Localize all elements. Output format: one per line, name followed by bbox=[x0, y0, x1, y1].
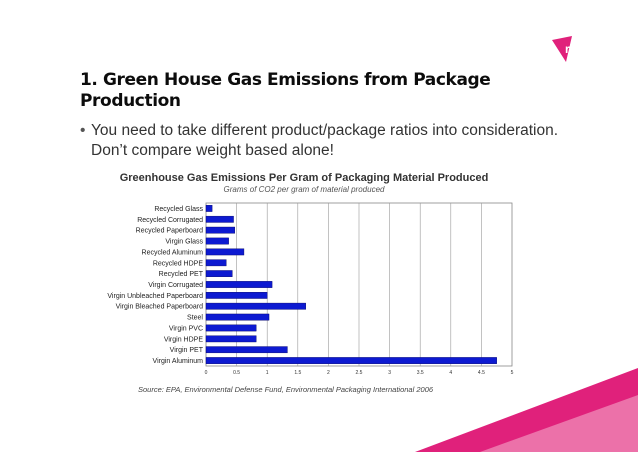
category-label: Virgin Unbleached Paperboard bbox=[107, 293, 203, 300]
bar bbox=[205, 324, 257, 332]
bar bbox=[205, 313, 270, 321]
chart-subtitle: Grams of CO2 per gram of material produc… bbox=[224, 185, 386, 194]
category-label: Virgin HDPE bbox=[164, 336, 203, 343]
bullet-text-line-1: You need to take different product/packa… bbox=[91, 122, 559, 139]
svg-text:rb: rb bbox=[565, 42, 577, 56]
bar bbox=[205, 248, 245, 256]
bar bbox=[205, 215, 234, 223]
x-tick-label: 0.5 bbox=[233, 370, 240, 376]
bar bbox=[205, 205, 213, 212]
slide-title: 1. Green House Gas Emissions from Packag… bbox=[80, 70, 520, 112]
category-label: Virgin Aluminum bbox=[153, 358, 204, 365]
category-label: Virgin Bleached Paperboard bbox=[116, 304, 204, 311]
bar bbox=[205, 270, 233, 277]
x-tick-label: 4.5 bbox=[478, 370, 485, 376]
slide-title-line-1: 1. Green House Gas Emissions from Packag… bbox=[80, 70, 491, 90]
chart-title: Greenhouse Gas Emissions Per Gram of Pac… bbox=[120, 172, 489, 184]
bar bbox=[205, 346, 288, 354]
x-tick-label: 1 bbox=[266, 370, 269, 376]
category-label: Virgin PVC bbox=[169, 325, 203, 332]
x-tick-label: 2 bbox=[327, 370, 330, 376]
bar bbox=[205, 281, 273, 288]
bar bbox=[205, 335, 257, 343]
x-tick-label: 3.5 bbox=[417, 370, 424, 376]
x-tick-label: 4 bbox=[449, 370, 452, 376]
bar bbox=[205, 259, 227, 267]
category-label: Recycled Corrugated bbox=[137, 217, 203, 224]
category-label: Recycled HDPE bbox=[153, 260, 204, 267]
chart-source: Source: EPA, Environmental Defense Fund,… bbox=[138, 385, 434, 394]
category-labels: Recycled Glass Recycled Corrugated Recycle… bbox=[107, 206, 203, 365]
bars bbox=[205, 205, 497, 364]
category-label: Recycled Glass bbox=[154, 206, 203, 213]
category-label: Steel bbox=[187, 315, 203, 322]
category-label: Virgin Glass bbox=[165, 239, 203, 246]
bullet-dot-icon: • bbox=[80, 122, 86, 139]
accent-swoosh-light bbox=[480, 395, 638, 452]
x-tick-label: 3 bbox=[388, 370, 391, 376]
category-label: Recycled Aluminum bbox=[142, 249, 204, 256]
bar bbox=[205, 237, 229, 245]
x-tick-label: 0 bbox=[205, 370, 208, 376]
brand-logo-icon: rb bbox=[552, 36, 577, 62]
category-label: Recycled PET bbox=[159, 271, 204, 278]
bar bbox=[205, 302, 306, 310]
bar bbox=[205, 357, 497, 364]
category-label: Recycled Paperboard bbox=[136, 228, 203, 235]
bar bbox=[205, 292, 268, 299]
bullet-text-line-2: Don’t compare weight based alone! bbox=[91, 142, 334, 159]
tick-labels: 0 0.5 1 1.5 2 2.5 3 3.5 4 4.5 5 bbox=[205, 370, 514, 376]
category-label: Virgin PET bbox=[170, 347, 204, 354]
x-tick-label: 1.5 bbox=[294, 370, 301, 376]
x-tick-label: 2.5 bbox=[356, 370, 363, 376]
slide-bullet: • You need to take different product/pack… bbox=[80, 121, 580, 161]
x-tick-label: 5 bbox=[511, 370, 514, 376]
bar bbox=[205, 226, 235, 234]
category-label: Virgin Corrugated bbox=[148, 282, 203, 289]
slide-title-line-2: Production bbox=[80, 91, 181, 111]
